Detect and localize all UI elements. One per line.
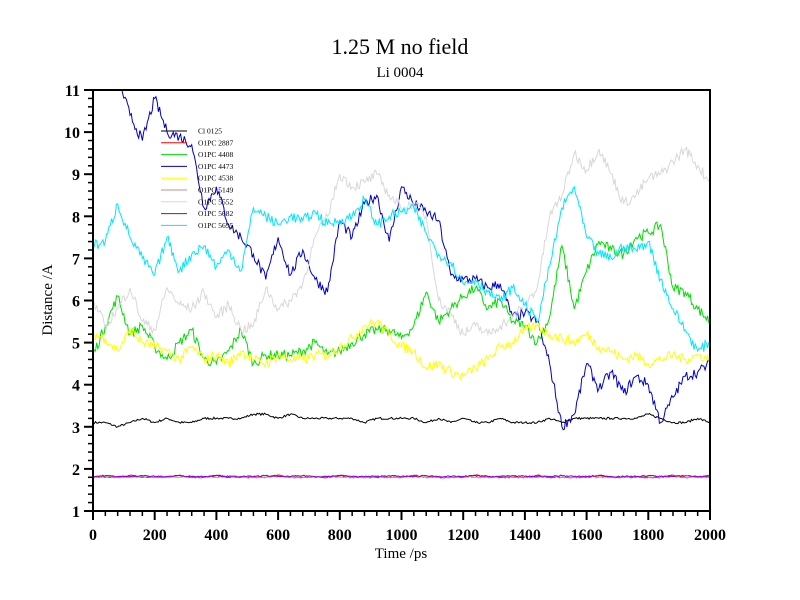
y-tick-label: 9 xyxy=(72,167,80,184)
plot-frame xyxy=(92,89,711,512)
series-line-o1pc-5695 xyxy=(93,185,710,353)
series-layer xyxy=(93,90,710,479)
y-axis-label: Distance /A xyxy=(40,264,56,335)
y-tick-label: 3 xyxy=(72,420,80,437)
legend-label: O1PC 4473 xyxy=(198,162,233,171)
y-tick-label: 11 xyxy=(65,83,80,100)
legend-label: O1PC 5695 xyxy=(198,221,233,230)
chart-title: 1.25 M no field xyxy=(332,34,469,59)
legend-label: O1PC 2887 xyxy=(198,138,233,147)
y-tick-label: 4 xyxy=(72,378,80,395)
series-line-o1pc-5552 xyxy=(93,146,710,337)
x-tick-label: 1600 xyxy=(571,527,603,544)
series-line-o1pc-4473 xyxy=(121,90,710,431)
legend: Cl 0125 O1PC 2887 O1PC 4408 O1PC 4473 O1PC 4… xyxy=(161,127,233,230)
series-line-o1pc-5682 xyxy=(93,474,710,478)
y-tick-label: 5 xyxy=(72,336,80,353)
series-line-o1pc-4538 xyxy=(93,318,710,381)
x-tick-label: 1200 xyxy=(447,527,479,544)
y-tick-label: 7 xyxy=(72,251,80,268)
x-tick-label: 1400 xyxy=(509,527,541,544)
legend-label: O1PC 5552 xyxy=(198,197,233,206)
series-line-o1pc-4408 xyxy=(93,221,710,367)
legend-label: O1PC 4408 xyxy=(198,150,233,159)
x-tick-label: 0 xyxy=(89,527,97,544)
x-tick-label: 1800 xyxy=(632,527,664,544)
y-tick-label: 1 xyxy=(72,504,80,521)
y-tick-label: 8 xyxy=(72,209,80,226)
legend-label: Cl 0125 xyxy=(198,127,222,136)
legend-label: O1PC 5682 xyxy=(198,209,233,218)
x-tick-label: 400 xyxy=(204,527,228,544)
x-tick-label: 800 xyxy=(328,527,352,544)
legend-label: O1PC 5149 xyxy=(198,186,233,195)
legend-label: O1PC 4538 xyxy=(198,174,233,183)
x-tick-label: 1000 xyxy=(386,527,418,544)
x-tick-label: 200 xyxy=(143,527,167,544)
y-tick-label: 10 xyxy=(64,125,80,142)
x-tick-label: 2000 xyxy=(694,527,726,544)
x-axis-label: Time /ps xyxy=(375,546,428,562)
chart-subtitle: Li 0004 xyxy=(376,65,424,81)
series-line-cl-0125 xyxy=(93,412,710,428)
y-tick-label: 2 xyxy=(72,462,80,479)
y-tick-label: 6 xyxy=(72,294,80,311)
ticks-layer: 0 200 400 600 800 1000 1200 1400 1600 1800 2000 1 2 3… xyxy=(64,83,726,544)
x-tick-label: 600 xyxy=(266,527,290,544)
